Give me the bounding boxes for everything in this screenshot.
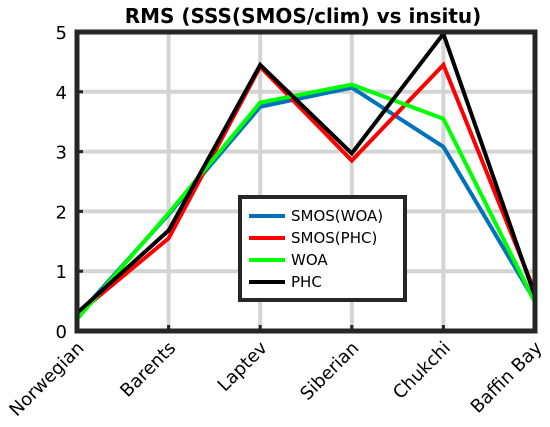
plot-frame bbox=[74, 29, 538, 334]
y-tick-label-2: 2 bbox=[56, 202, 67, 223]
legend-label-1: SMOS(PHC) bbox=[291, 229, 377, 247]
chart-title: RMS (SSS(SMOS/clim) vs insitu) bbox=[125, 4, 482, 28]
series-lines bbox=[75, 29, 537, 321]
series-line-3 bbox=[75, 29, 537, 315]
legend: SMOS(WOA) SMOS(PHC) WOA PHC bbox=[238, 195, 407, 302]
legend-label-0: SMOS(WOA) bbox=[291, 207, 383, 225]
legend-label-3: PHC bbox=[291, 273, 322, 291]
legend-label-2: WOA bbox=[291, 251, 328, 269]
y-tick-label-3: 3 bbox=[56, 143, 67, 164]
series-line-1 bbox=[75, 61, 537, 316]
legend-items: SMOS(WOA) SMOS(PHC) WOA PHC bbox=[249, 207, 383, 291]
y-tick-label-1: 1 bbox=[56, 262, 67, 283]
y-tick-label-5: 5 bbox=[56, 23, 67, 44]
y-tick-label-0: 0 bbox=[56, 322, 67, 343]
y-tick-label-4: 4 bbox=[56, 83, 67, 104]
series-line-2 bbox=[75, 82, 537, 321]
y-axis-ticks: 0 1 2 3 4 5 bbox=[56, 23, 83, 343]
